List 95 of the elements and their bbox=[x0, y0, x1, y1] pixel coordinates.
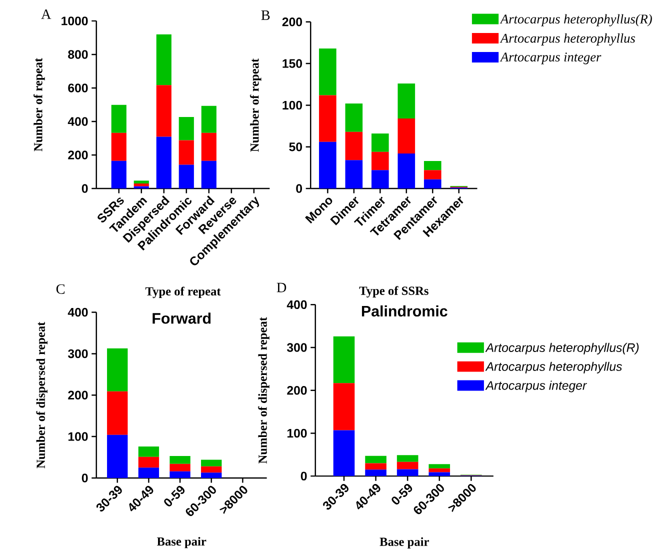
bar bbox=[111, 104, 126, 133]
text: A bbox=[41, 9, 52, 19]
bar bbox=[107, 391, 128, 435]
text: D bbox=[276, 282, 286, 292]
y-axis-title: Number of repeat bbox=[34, 58, 45, 152]
y-axis-title: Number of repeat bbox=[250, 58, 262, 152]
y-tick-label: 300 bbox=[68, 349, 88, 358]
bar bbox=[170, 471, 190, 478]
y-axis-title: Number of dispersed repeat bbox=[36, 322, 48, 468]
bar bbox=[396, 462, 418, 470]
bar bbox=[424, 170, 442, 180]
y-tick-label: 400 bbox=[68, 308, 88, 317]
bar bbox=[201, 472, 222, 478]
bar bbox=[371, 170, 389, 188]
bar bbox=[428, 464, 450, 468]
bar bbox=[138, 467, 160, 478]
bar bbox=[371, 133, 389, 152]
x-axis-title: Base pair bbox=[156, 536, 206, 548]
bar bbox=[365, 463, 386, 470]
chart-title: Palindromic bbox=[362, 305, 448, 316]
y-tick-label: 200 bbox=[287, 386, 307, 395]
bar bbox=[170, 456, 190, 464]
bar bbox=[396, 469, 418, 476]
x-axis-title: Type of SSRs bbox=[359, 286, 428, 298]
bar bbox=[398, 118, 416, 154]
bar bbox=[371, 152, 389, 170]
y-tick-label: 100 bbox=[68, 432, 88, 441]
legend-label: Artocarpus integer bbox=[500, 52, 602, 64]
bar bbox=[201, 460, 222, 466]
x-tick-label: 0-59 bbox=[392, 484, 412, 504]
y-tick-label: 600 bbox=[68, 83, 88, 92]
legend-label: Artocarpus heterophyllus bbox=[485, 362, 622, 374]
y-tick-label: 0 bbox=[82, 184, 88, 193]
bar bbox=[178, 164, 194, 188]
y-tick-label: 400 bbox=[68, 116, 88, 126]
y-tick-label: 200 bbox=[282, 17, 302, 26]
bar bbox=[424, 179, 442, 188]
bar bbox=[428, 472, 450, 476]
bar bbox=[201, 106, 216, 133]
y-tick-label: 100 bbox=[287, 428, 307, 438]
bar bbox=[178, 116, 194, 140]
bar bbox=[156, 136, 172, 188]
bar bbox=[201, 132, 216, 161]
bar bbox=[111, 160, 126, 188]
chart-title: Forward bbox=[152, 312, 211, 324]
bar bbox=[138, 446, 160, 457]
bar bbox=[134, 183, 149, 186]
bar bbox=[398, 83, 416, 118]
bar bbox=[107, 434, 128, 478]
bar bbox=[424, 160, 442, 170]
bar bbox=[345, 160, 363, 188]
x-axis-title: Base pair bbox=[380, 537, 429, 548]
legend-label: Artocarpus heterophyllus bbox=[500, 33, 635, 46]
bar bbox=[319, 48, 336, 96]
bar bbox=[398, 153, 416, 188]
bar bbox=[396, 454, 418, 462]
y-tick-label: 200 bbox=[68, 390, 88, 400]
y-tick-label: 150 bbox=[282, 59, 302, 68]
bar bbox=[134, 180, 149, 184]
bar bbox=[319, 142, 336, 188]
text: C bbox=[56, 284, 65, 294]
bar bbox=[138, 456, 160, 468]
y-tick-label: 100 bbox=[282, 100, 302, 110]
legend-label: Artocarpus heterophyllus(R) bbox=[500, 14, 652, 26]
y-axis-title: Number of dispersed repeat bbox=[258, 316, 270, 464]
bar bbox=[156, 84, 172, 137]
y-tick-label: 1000 bbox=[62, 16, 88, 26]
bar bbox=[365, 469, 386, 476]
bar bbox=[333, 430, 355, 476]
y-tick-label: 400 bbox=[286, 300, 307, 309]
bar bbox=[319, 95, 336, 142]
bar bbox=[111, 132, 126, 161]
bar bbox=[156, 34, 172, 85]
bar bbox=[333, 382, 355, 430]
bar bbox=[333, 336, 355, 383]
bar bbox=[428, 468, 450, 472]
legend-label: Artocarpus integer bbox=[485, 380, 587, 392]
bar bbox=[201, 466, 222, 472]
y-tick-label: 0 bbox=[82, 473, 88, 482]
bar bbox=[201, 160, 216, 188]
bar bbox=[345, 103, 363, 132]
y-tick-label: 0 bbox=[296, 184, 302, 193]
bar bbox=[178, 140, 194, 165]
y-tick-label: 300 bbox=[286, 343, 307, 352]
y-tick-label: 50 bbox=[289, 142, 302, 152]
bar bbox=[170, 464, 190, 472]
y-tick-label: 0 bbox=[300, 472, 307, 480]
y-tick-label: 800 bbox=[68, 50, 88, 59]
bar bbox=[107, 348, 128, 392]
bar bbox=[365, 456, 386, 464]
bar bbox=[345, 132, 363, 160]
text: B bbox=[261, 10, 270, 20]
y-tick-label: 200 bbox=[68, 150, 88, 160]
legend-label: Artocarpus heterophyllus(R) bbox=[485, 342, 639, 354]
x-axis-title: Type of repeat bbox=[145, 286, 221, 298]
